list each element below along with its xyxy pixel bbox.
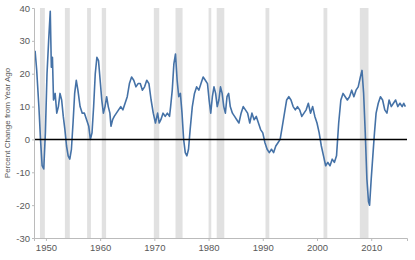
x-tick-label: 1990 [253,242,274,253]
x-tick: 1960 [90,238,111,253]
x-tick-mark [209,238,210,241]
x-tick-mark [46,238,47,241]
y-tick: 40 [19,3,34,14]
y-tick: 10 [19,101,34,112]
x-tick-label: 2000 [307,242,328,253]
x-tick-label: 1950 [36,242,57,253]
y-tick-mark [32,205,34,206]
y-tick: 30 [19,35,34,46]
chart: 1950 1960 1970 1980 1990 2000 2010 -30 -20 -10 0 10… [0,0,415,260]
y-tick-mark [32,238,34,239]
y-tick-label: 20 [19,68,30,79]
x-tick-mark [317,238,318,241]
data-line [35,11,405,205]
recessions [40,8,369,238]
x-tick-label: 1980 [199,242,220,253]
x-tick-mark [263,238,264,241]
x-tick: 1990 [253,238,274,253]
x-tick: 1950 [36,238,57,253]
x-tick-mark [371,238,372,241]
recession-band [40,8,45,238]
recession-band [176,8,183,238]
marks [35,8,405,238]
x-axis-line [35,239,408,242]
recession-band [217,8,225,238]
recession-band [102,8,106,238]
y-tick: 0 [25,134,34,145]
y-tick: -20 [16,200,34,211]
y-axis-title: Percent Change from Year Ago [3,67,12,178]
y-tick-mark [32,41,34,42]
x-tick-label: 2010 [361,242,382,253]
y-axis-line [32,9,35,239]
y-tick-label: 10 [19,101,30,112]
x-tick: 1970 [144,238,165,253]
recession-band [65,8,70,238]
x-tick: 2000 [307,238,328,253]
recession-band [265,8,269,238]
y-tick-label: -30 [16,233,30,244]
zero-line [34,139,407,141]
y-tick-label: 0 [25,134,30,145]
y-tick-label: 40 [19,3,30,14]
y-tick-mark [32,139,34,140]
y-tick: -30 [16,233,34,244]
y-tick-mark [32,107,34,108]
x-tick-label: 1970 [144,242,165,253]
recession-band [324,8,328,238]
x-tick: 2010 [361,238,382,253]
y-axis: -30 -20 -10 0 10 20 30 40 [16,3,34,244]
x-tick-mark [100,238,101,241]
y-tick: -10 [16,167,34,178]
y-tick-label: 30 [19,35,30,46]
y-tick-label: -10 [16,167,30,178]
y-tick-mark [32,74,34,75]
x-tick-label: 1960 [90,242,111,253]
x-tick-mark [154,238,155,241]
y-tick: 20 [19,68,34,79]
x-tick: 1980 [199,238,220,253]
x-axis: 1950 1960 1970 1980 1990 2000 2010 [35,238,408,253]
y-tick-mark [32,172,34,173]
y-tick-label: -20 [16,200,30,211]
plot-area: 1950 1960 1970 1980 1990 2000 2010 -30 -20 -10 0 10… [16,3,407,253]
y-tick-mark [32,8,34,9]
recession-band [209,8,212,238]
